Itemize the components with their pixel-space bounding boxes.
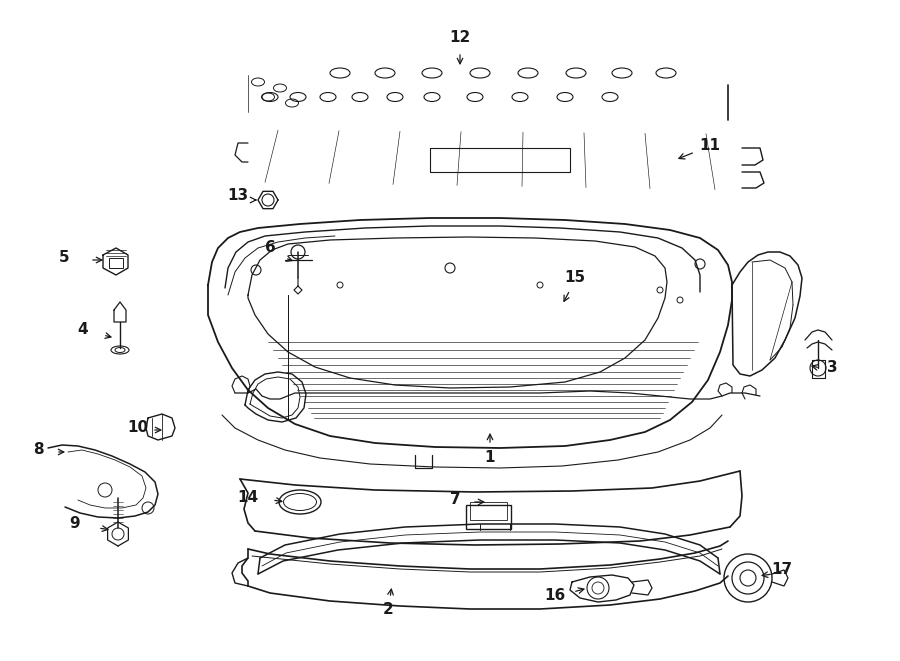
Text: 17: 17: [771, 563, 793, 578]
Text: 14: 14: [238, 490, 258, 506]
Text: 7: 7: [450, 492, 460, 508]
Text: 4: 4: [77, 323, 88, 338]
Bar: [109, 258, 123, 268]
Text: 2: 2: [382, 602, 393, 617]
Text: 15: 15: [564, 270, 586, 286]
Text: 13: 13: [228, 188, 248, 202]
Text: 11: 11: [699, 137, 721, 153]
Text: 6: 6: [265, 241, 275, 256]
Text: 9: 9: [69, 516, 80, 531]
Text: 12: 12: [449, 30, 471, 46]
Text: 5: 5: [58, 251, 69, 266]
Text: 8: 8: [32, 442, 43, 457]
Text: 10: 10: [128, 420, 148, 436]
Bar: [470, 502, 507, 520]
Text: 16: 16: [544, 588, 565, 602]
Text: 3: 3: [827, 360, 837, 375]
Text: 1: 1: [485, 451, 495, 465]
Bar: [466, 505, 511, 529]
